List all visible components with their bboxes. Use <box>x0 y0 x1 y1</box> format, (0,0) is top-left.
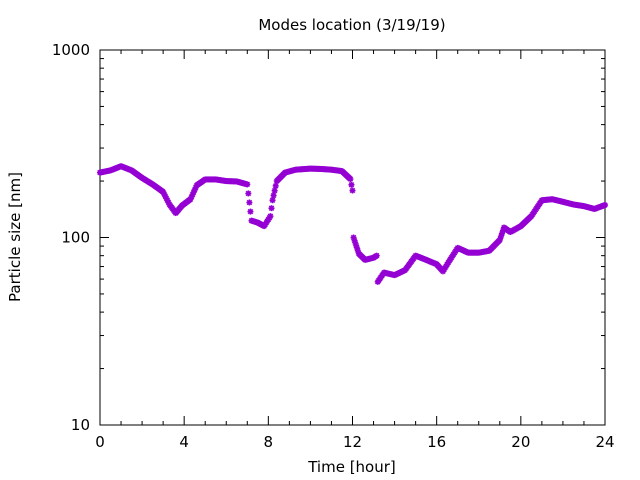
y-axis-ticks: 10 100 1000 <box>52 41 605 434</box>
y-axis-title: Particle size [nm] <box>6 172 24 302</box>
data-series <box>97 163 608 285</box>
data-point <box>188 193 195 200</box>
data-point <box>247 208 254 215</box>
data-point <box>373 252 380 259</box>
data-point <box>268 205 275 212</box>
data-point <box>270 192 277 199</box>
data-point <box>245 190 252 197</box>
data-point <box>349 187 356 194</box>
data-point <box>347 176 354 183</box>
x-tick-label: 16 <box>427 433 446 451</box>
y-tick-label: 10 <box>71 416 90 434</box>
data-point <box>246 199 253 206</box>
data-point <box>602 202 608 209</box>
data-point <box>269 197 276 204</box>
x-tick-label: 8 <box>264 433 274 451</box>
y-tick-label: 1000 <box>52 41 90 59</box>
data-point <box>244 181 251 188</box>
x-tick-label: 0 <box>95 433 105 451</box>
x-tick-label: 24 <box>595 433 614 451</box>
y-tick-label: 100 <box>61 229 90 247</box>
data-point <box>348 181 355 188</box>
x-tick-label: 12 <box>343 433 362 451</box>
data-point <box>267 213 274 220</box>
x-tick-label: 4 <box>179 433 189 451</box>
x-tick-label: 20 <box>511 433 530 451</box>
x-axis-title: Time [hour] <box>307 458 396 476</box>
data-point <box>272 182 279 189</box>
plot-frame <box>99 49 606 426</box>
data-point <box>271 187 278 194</box>
chart-title: Modes location (3/19/19) <box>258 16 445 34</box>
